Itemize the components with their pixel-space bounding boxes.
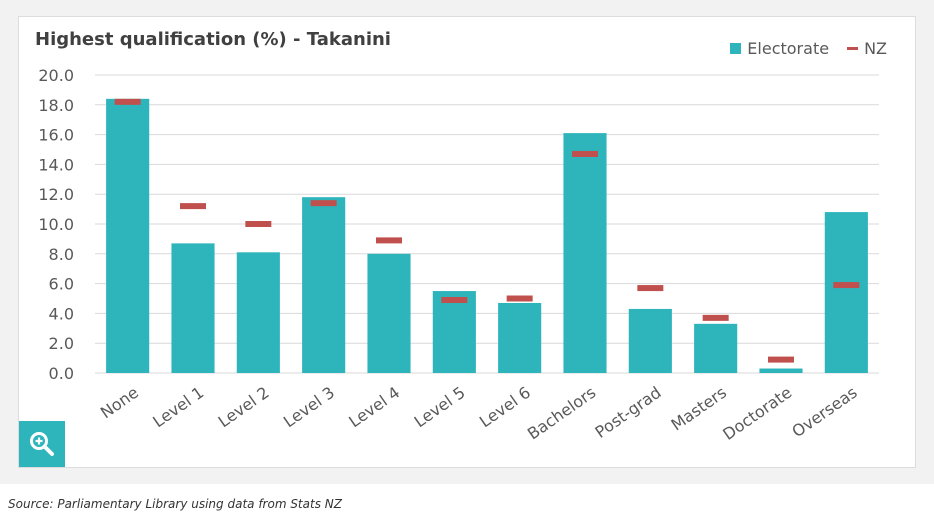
zoom-in-icon: [30, 432, 54, 456]
x-category-label: Bachelors: [524, 383, 599, 444]
marker-nz: [768, 356, 794, 363]
y-tick-label: 20.0: [38, 66, 74, 85]
legend-swatch-nz: [847, 47, 859, 50]
marker-nz: [833, 282, 860, 289]
chart-title: Highest qualification (%) - Takanini: [35, 29, 391, 50]
bar-electorate: [759, 368, 803, 373]
legend-item-electorate: Electorate: [730, 39, 829, 58]
legend-item-nz: NZ: [847, 39, 887, 58]
y-tick-label: 18.0: [38, 96, 74, 115]
marker-nz: [637, 285, 664, 292]
x-category-label: Doctorate: [719, 383, 795, 444]
x-category-label: Level 3: [280, 383, 338, 432]
bar-electorate: [171, 243, 215, 373]
y-tick-label: 0.0: [49, 364, 74, 383]
bar-electorate: [628, 308, 672, 373]
bar-chart-plot: 0.0 2.0 4.0 6.0 8.0 10.0 12.0 14.0 16.0 18.0 20.0 N…: [38, 66, 879, 444]
bar-electorate: [432, 291, 476, 373]
legend-swatch-electorate: [730, 43, 742, 54]
bar-electorate: [824, 212, 868, 373]
x-category-label: Level 6: [476, 383, 534, 432]
marker-nz: [180, 203, 206, 210]
page-background: Highest qualification (%) - Takanini Ele…: [0, 0, 934, 484]
marker-nz: [245, 221, 272, 227]
marker-nz: [310, 200, 337, 207]
y-tick-label: 4.0: [49, 304, 74, 323]
y-tick-label: 6.0: [49, 275, 74, 294]
x-category-label: Level 1: [149, 383, 207, 432]
x-category-label: Overseas: [788, 383, 860, 441]
zoom-button[interactable]: [19, 421, 65, 467]
x-category-label: None: [97, 383, 142, 423]
y-tick-label: 10.0: [38, 215, 74, 234]
x-category-label: Level 2: [215, 383, 273, 432]
marker-nz: [506, 295, 533, 302]
bar-electorate: [694, 323, 738, 373]
y-tick-label: 16.0: [38, 126, 74, 145]
legend-label-electorate: Electorate: [747, 39, 830, 58]
marker-nz: [114, 98, 141, 105]
x-category-label: Level 5: [411, 383, 469, 432]
y-tick-label: 14.0: [38, 155, 74, 174]
bar-electorate: [498, 302, 542, 373]
bar-electorate: [367, 253, 411, 373]
y-tick-label: 12.0: [38, 185, 74, 204]
bar-electorate: [236, 252, 280, 373]
bar-electorate: [302, 197, 346, 373]
marker-nz: [572, 150, 598, 157]
bar-electorate: [563, 133, 607, 373]
y-tick-label: 2.0: [49, 334, 74, 353]
marker-nz: [441, 296, 468, 303]
chart-legend: Electorate NZ: [712, 39, 887, 58]
y-tick-label: 8.0: [49, 245, 74, 264]
x-category-label: Level 4: [345, 383, 403, 432]
legend-label-nz: NZ: [864, 39, 887, 58]
marker-nz: [376, 237, 402, 244]
source-note: Source: Parliamentary Library using data…: [8, 497, 342, 511]
chart-card: Highest qualification (%) - Takanini Ele…: [18, 16, 916, 468]
bar-electorate: [106, 98, 150, 373]
x-category-label: Post-grad: [592, 383, 665, 442]
marker-nz: [702, 314, 729, 321]
